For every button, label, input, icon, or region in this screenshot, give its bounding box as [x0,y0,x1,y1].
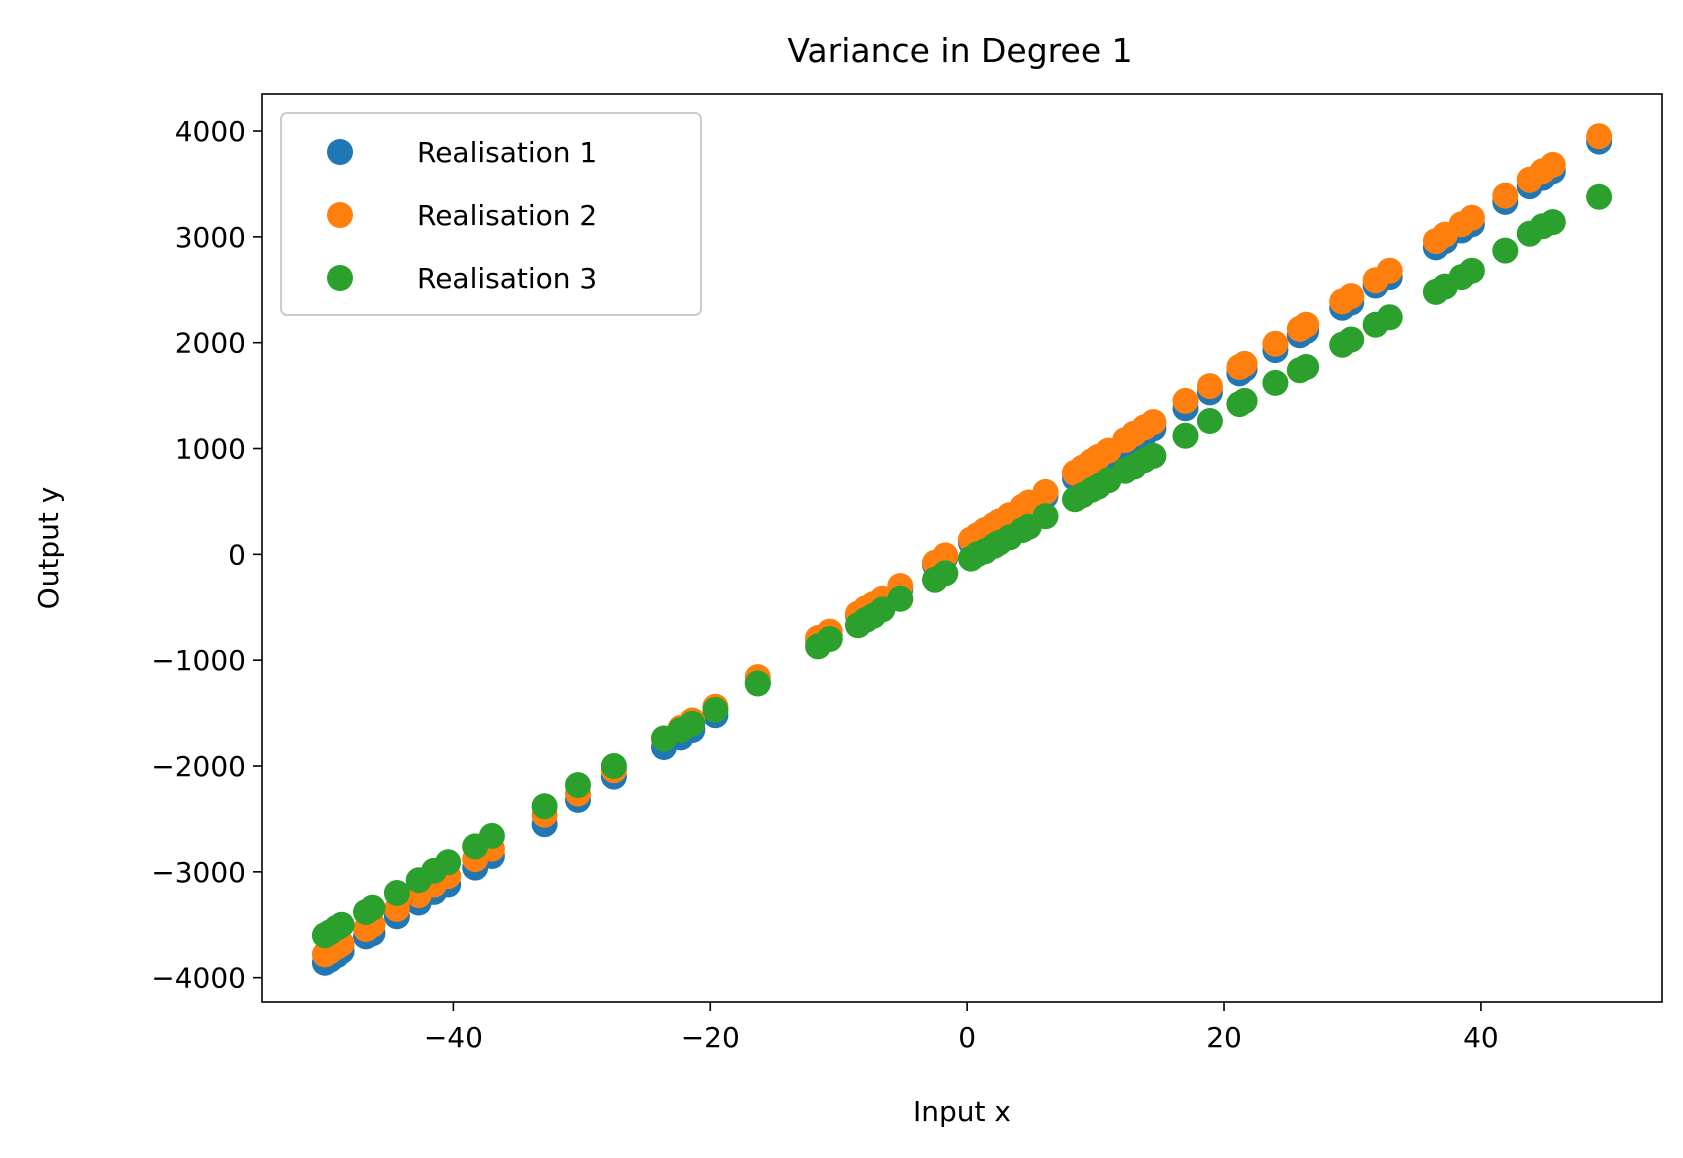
x-tick-label: 40 [1463,1021,1499,1054]
legend-label: Realisation 3 [417,262,597,295]
data-point [383,880,410,906]
legend-marker [327,265,353,291]
data-point [1586,183,1613,210]
data-point [1539,151,1566,178]
data-point [1586,123,1613,150]
x-tick-label: 0 [958,1021,976,1054]
data-point [1231,387,1258,414]
legend-entries: Realisation 1 Realisation 2 Realisation 3 [327,136,597,295]
data-point [1293,354,1320,380]
x-tick-label: 20 [1206,1021,1242,1054]
data-point [1262,330,1289,357]
data-point [1140,409,1167,436]
x-axis-ticks: −40 −20 0 20 40 [424,1002,1499,1054]
data-point [887,585,914,612]
y-tick-label: −1000 [151,644,246,677]
data-point [1492,237,1519,264]
data-point [1293,311,1320,338]
data-point [359,894,386,921]
data-point [702,696,729,723]
data-point [932,560,959,587]
legend-box [280,112,702,316]
data-point [1032,503,1059,530]
y-tick-label: 2000 [175,327,246,360]
legend: Realisation 1 Realisation 2 Realisation 3 [280,112,702,316]
x-tick-label: −40 [424,1021,483,1054]
data-point [328,911,355,938]
data-point [1196,373,1223,400]
y-tick-label: −4000 [151,962,246,995]
data-point [1032,478,1059,505]
data-point [1140,442,1167,469]
series-3-points [311,183,1613,949]
y-tick-label: 1000 [175,433,246,466]
data-point [1196,408,1223,434]
y-tick-label: 0 [228,538,246,571]
data-point [600,753,627,779]
plot-frame [261,93,1663,1003]
data-point [1492,182,1519,209]
y-tick-label: −2000 [151,750,246,783]
points-layer [311,123,1613,976]
data-point [679,710,706,737]
legend-label: Realisation 2 [417,199,597,232]
data-point [1376,257,1403,284]
y-axis-ticks: 4000 3000 2000 1000 0 −1000 −2000 −3000 −4000 [151,115,262,995]
data-point [1458,204,1485,231]
y-tick-label: 4000 [175,115,246,148]
y-tick-label: −3000 [151,856,246,889]
legend-marker [327,139,353,165]
data-point [478,822,505,849]
x-axis-label: Input x [913,1095,1011,1128]
legend-marker [327,202,353,228]
data-point [1262,369,1289,396]
legend-label: Realisation 1 [417,136,597,169]
data-point [565,772,591,799]
data-point [1172,387,1199,414]
data-point [1231,350,1258,377]
y-tick-label: 3000 [175,221,246,254]
data-point [1376,304,1403,331]
data-point [932,542,959,569]
data-point [1458,257,1485,284]
data-point [1338,326,1365,353]
x-tick-label: −20 [681,1021,740,1054]
data-point [744,670,771,697]
data-point [1338,283,1365,310]
data-point [1172,422,1199,449]
data-point [531,793,558,820]
data-point [816,626,843,652]
data-point [1539,209,1566,236]
y-axis-label: Output y [32,487,65,610]
data-point [435,849,462,876]
chart-title: Variance in Degree 1 [787,31,1132,70]
